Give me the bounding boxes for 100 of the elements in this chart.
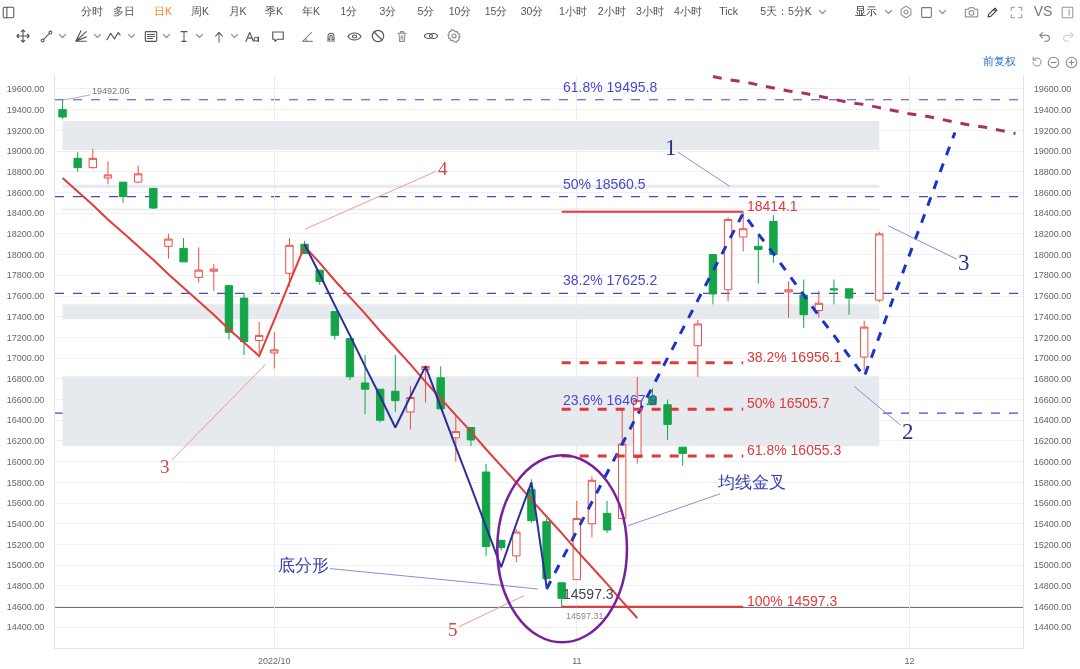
candlestick — [769, 214, 778, 264]
y2-tick-label: 15800.00 — [1033, 477, 1072, 488]
tab-label: 30分 — [520, 6, 544, 18]
candlestick — [723, 216, 733, 302]
annotation: 3 — [958, 250, 970, 275]
y2-tick-label: 18200.00 — [1033, 229, 1072, 240]
candlestick — [512, 528, 521, 563]
candlestick — [224, 285, 234, 340]
tab-label: 多日 — [113, 6, 135, 18]
y-tick-label: 18200.00 — [6, 229, 45, 240]
dropdown-label: 5天：5分K — [760, 6, 812, 18]
annotation: 2 — [902, 419, 914, 444]
y-tick-label: 19400.00 — [6, 104, 45, 115]
candlestick — [754, 235, 763, 285]
candlestick — [88, 148, 98, 170]
y2-tick-label: 14400.00 — [1033, 622, 1072, 633]
y2-tick-label: 19200.00 — [1033, 125, 1072, 136]
tab-label: 10分 — [448, 6, 472, 18]
ref-line-label: 38.2% 17625.2 — [563, 272, 658, 288]
y-tick-label: 15400.00 — [6, 518, 45, 529]
ref-line-label: 50% 18560.5 — [563, 176, 646, 192]
y-tick-label: 19600.00 — [6, 84, 45, 95]
candlestick — [149, 187, 158, 210]
tab-label: 日K — [154, 6, 172, 18]
candlestick — [209, 263, 219, 292]
y-tick-label: 16800.00 — [6, 373, 45, 384]
dropdown-label: 前复权 — [982, 56, 1016, 68]
y2-tick-label: 18800.00 — [1033, 166, 1072, 177]
y2-tick-label: 14600.00 — [1033, 601, 1072, 612]
tab-label: 月K — [228, 6, 247, 18]
candlestick — [254, 321, 264, 354]
series-label: 38.2% 16956.1 — [747, 349, 842, 365]
tab-label: 1小时 — [559, 6, 587, 18]
y-tick-label: 16400.00 — [6, 415, 45, 426]
y2-tick-label: 17800.00 — [1033, 270, 1072, 281]
y2-tick-label: 18000.00 — [1033, 249, 1072, 260]
candlestick — [693, 319, 703, 378]
y-tick-label: 15200.00 — [6, 539, 45, 550]
annotation: 14597.31 — [566, 611, 604, 621]
y2-tick-label: 16600.00 — [1033, 394, 1072, 405]
candlestick — [708, 254, 718, 305]
candlestick — [542, 518, 551, 581]
annotation: 底分形 — [278, 556, 329, 575]
y2-tick-label: 16400.00 — [1033, 415, 1072, 426]
annotation: 19492.06 — [92, 86, 130, 96]
candlestick — [829, 278, 839, 305]
y-tick-label: 16200.00 — [6, 436, 45, 447]
y-tick-label: 17800.00 — [6, 270, 45, 281]
y2-tick-label: 15000.00 — [1033, 560, 1072, 571]
y-tick-label: 16600.00 — [6, 394, 45, 405]
candlestick — [164, 233, 173, 260]
candlestick — [572, 500, 582, 581]
candlestick — [239, 292, 249, 356]
y-tick-label: 16000.00 — [6, 456, 45, 467]
tab-label: 4小时 — [674, 6, 702, 18]
y-tick-label: 14600.00 — [6, 601, 45, 612]
annotation: 3 — [160, 456, 170, 477]
candlestick — [678, 446, 687, 467]
candlestick — [194, 246, 203, 284]
y2-tick-label: 15200.00 — [1033, 539, 1072, 550]
series-label: 100% 14597.3 — [747, 593, 838, 609]
y-tick-label: 17400.00 — [6, 311, 45, 322]
candlestick — [103, 160, 113, 185]
y-tick-label: 14400.00 — [6, 622, 45, 633]
y2-tick-label: 19000.00 — [1033, 146, 1072, 157]
line-series — [545, 130, 957, 591]
y2-tick-label: 16800.00 — [1033, 373, 1072, 384]
candlestick — [270, 331, 279, 369]
y-tick-label: 17000.00 — [6, 353, 45, 364]
candlestick — [179, 237, 188, 263]
candlestick — [602, 500, 612, 534]
tab-label: Tick — [719, 6, 738, 18]
candlestick — [118, 181, 128, 204]
y2-tick-label: 19600.00 — [1033, 84, 1072, 95]
tab-label: 周K — [191, 6, 209, 18]
y-tick-label: 19200.00 — [6, 125, 45, 136]
y2-tick-label: 17400.00 — [1033, 311, 1072, 322]
y-tick-label: 15000.00 — [6, 560, 45, 571]
x-tick-label: 12 — [904, 655, 915, 666]
tab-label: 2小时 — [597, 6, 626, 18]
series-label: 18414.1 — [747, 198, 798, 214]
candlestick — [799, 278, 808, 329]
y2-tick-label: 17000.00 — [1033, 353, 1072, 364]
y2-tick-label: 19400.00 — [1033, 104, 1072, 115]
y-tick-label: 17200.00 — [6, 332, 45, 343]
x-tick-label: 2022/10 — [258, 655, 291, 666]
candlestick — [451, 415, 461, 463]
tab-label: 15分 — [484, 6, 508, 18]
candlestick — [738, 211, 748, 253]
annotation: 1 — [665, 135, 677, 160]
ref-line-label: 61.8% 19495.8 — [563, 79, 658, 95]
candlestick — [859, 320, 869, 372]
y2-tick-label: 17200.00 — [1033, 332, 1072, 343]
y2-tick-label: 18600.00 — [1033, 187, 1072, 198]
tab-label: 1分 — [340, 6, 358, 18]
candlestick — [875, 231, 884, 303]
candlestick — [663, 399, 672, 441]
tab-label: 季K — [265, 6, 283, 18]
candlestick — [391, 354, 400, 413]
tab-label: 3小时 — [636, 6, 664, 18]
